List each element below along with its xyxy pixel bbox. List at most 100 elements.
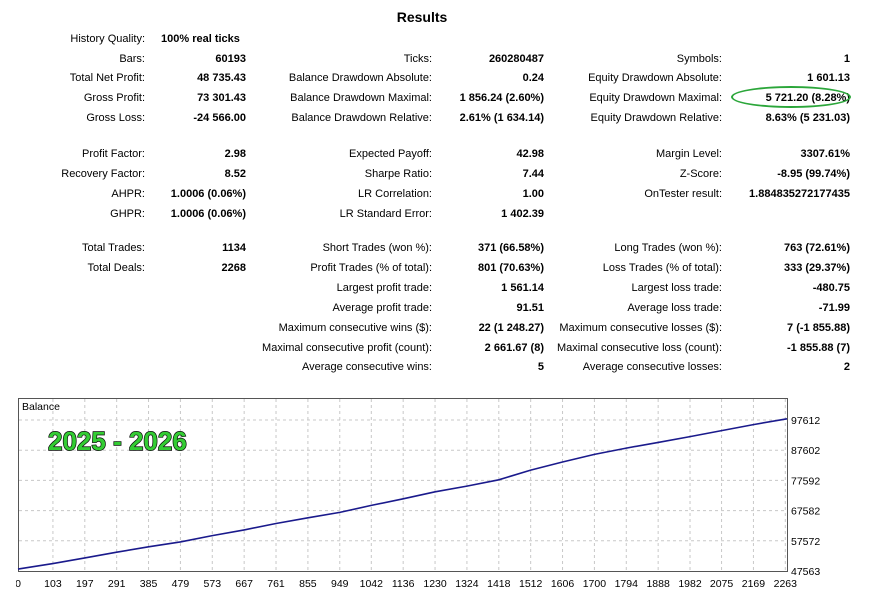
col3-value: -480.75	[812, 282, 850, 294]
col3-label: Equity Drawdown Absolute:	[588, 72, 722, 84]
col2-value: 1 561.14	[501, 282, 544, 294]
col3-value: 8.63% (5 231.03)	[765, 112, 850, 124]
y-tick-label: 97612	[791, 415, 820, 427]
balance-chart: 0 103 197 291 385 479 573 667 761 855 949 1042 1136 1…	[15, 398, 874, 600]
col3-label: Long Trades (won %):	[614, 242, 722, 254]
col1-label: Total Trades:	[82, 242, 145, 254]
col2-value: 1 856.24 (2.60%)	[459, 92, 544, 104]
col3-value: 333 (29.37%)	[783, 262, 850, 274]
col2-label: Maximum consecutive wins ($):	[278, 322, 432, 334]
col2-value: 260280487	[488, 53, 544, 65]
col1-value: 1134	[222, 242, 246, 254]
x-tick-label: 573	[204, 578, 222, 590]
col2-label: Ticks:	[403, 53, 432, 65]
x-tick-label: 1042	[360, 578, 384, 590]
y-tick-label: 87602	[791, 445, 820, 457]
col2-value: 2 661.67 (8)	[484, 342, 544, 354]
results-title: Results	[396, 9, 448, 25]
y-tick-label: 57572	[791, 536, 820, 548]
col1-value: 60193	[215, 53, 246, 65]
col2-value: 22 (1 248.27)	[478, 322, 544, 334]
col1-label: Bars:	[119, 53, 145, 65]
x-tick-label: 761	[267, 578, 285, 590]
x-tick-label: 1418	[487, 578, 511, 590]
col1-value: 8.52	[224, 168, 246, 180]
col3-label: Average consecutive losses:	[582, 361, 722, 373]
col1-value: -24 566.00	[193, 112, 246, 124]
col2-value: 7.44	[522, 168, 544, 180]
col3-label: Maximal consecutive loss (count):	[556, 342, 722, 354]
x-tick-label: 385	[140, 578, 158, 590]
history-quality-label: History Quality:	[70, 33, 145, 45]
col3-label: Largest loss trade:	[631, 282, 723, 294]
x-tick-label: 1982	[678, 578, 702, 590]
col3-value: 1	[843, 53, 850, 65]
x-tick-label: 855	[299, 578, 317, 590]
balance-chart-svg: 0 103 197 291 385 479 573 667 761 855 949 1042 1136 1…	[15, 398, 820, 590]
col2-label: Maximal consecutive profit (count):	[262, 342, 432, 354]
col1-value: 2.98	[224, 148, 246, 160]
col1-value: 1.0006 (0.06%)	[170, 208, 246, 220]
col1-label: Total Deals:	[87, 262, 145, 274]
col2-label: Largest profit trade:	[336, 282, 432, 294]
col1-label: Total Net Profit:	[69, 72, 145, 84]
col2-value: 1.00	[522, 188, 544, 200]
x-tick-label: 1230	[423, 578, 447, 590]
col1-value: 48 735.43	[197, 72, 246, 84]
col2-label: Balance Drawdown Absolute:	[288, 72, 432, 84]
y-tick-label: 67582	[791, 506, 820, 518]
col2-value: 91.51	[516, 302, 544, 314]
col3-value: 1 601.13	[807, 72, 850, 84]
x-tick-label: 479	[172, 578, 190, 590]
col3-label: Average loss trade:	[627, 302, 722, 314]
x-tick-label: 2075	[710, 578, 734, 590]
y-tick-label: 47563	[791, 566, 820, 578]
col3-label: Equity Drawdown Relative:	[590, 112, 722, 124]
history-quality-value: 100% real ticks	[161, 33, 240, 45]
col2-value: 0.24	[522, 72, 544, 84]
col3-label: Loss Trades (% of total):	[602, 262, 722, 274]
x-tick-label: 1794	[615, 578, 639, 590]
x-tick-label: 2263	[774, 578, 798, 590]
col2-label: Average consecutive wins:	[301, 361, 432, 373]
col2-label: LR Standard Error:	[339, 208, 432, 220]
col1-label: AHPR:	[111, 188, 145, 200]
x-tick-label: 2169	[742, 578, 766, 590]
col2-label: Average profit trade:	[332, 302, 432, 314]
x-tick-label: 667	[235, 578, 253, 590]
col1-label: Gross Loss:	[86, 112, 145, 124]
col2-label: Balance Drawdown Relative:	[291, 112, 432, 124]
y-tick-label: 77592	[791, 475, 820, 487]
x-tick-label: 1606	[551, 578, 575, 590]
col1-label: Gross Profit:	[83, 92, 145, 104]
col3-label: Symbols:	[676, 53, 722, 65]
col2-value: 5	[537, 361, 544, 373]
col1-label: Profit Factor:	[82, 148, 145, 160]
col2-value: 1 402.39	[501, 208, 544, 220]
col1-label: Recovery Factor:	[61, 168, 145, 180]
col2-label: Sharpe Ratio:	[364, 168, 432, 180]
col2-value: 2.61% (1 634.14)	[459, 112, 544, 124]
x-tick-label: 1700	[583, 578, 607, 590]
x-tick-label: 103	[44, 578, 62, 590]
col1-value: 2268	[221, 262, 246, 274]
col3-value: -71.99	[818, 302, 850, 314]
col3-value: 7 (-1 855.88)	[787, 322, 850, 334]
col3-label: Margin Level:	[655, 148, 722, 160]
col3-value: -8.95 (99.74%)	[777, 168, 850, 180]
col2-label: Expected Payoff:	[349, 148, 432, 160]
col2-label: LR Correlation:	[358, 188, 432, 200]
col2-value: 42.98	[516, 148, 544, 160]
x-tick-label: 0	[16, 578, 21, 590]
col3-label: Z-Score:	[679, 168, 722, 180]
col1-value: 73 301.43	[197, 92, 246, 104]
col2-label: Short Trades (won %):	[322, 242, 432, 254]
col2-value: 371 (66.58%)	[477, 242, 544, 254]
x-tick-label: 1324	[455, 578, 479, 590]
x-tick-label: 1888	[646, 578, 670, 590]
col3-label: Maximum consecutive losses ($):	[559, 322, 722, 334]
col3-value: 2	[843, 361, 850, 373]
col3-value: -1 855.88 (7)	[787, 342, 850, 354]
col2-label: Profit Trades (% of total):	[310, 262, 432, 274]
x-tick-label: 197	[76, 578, 94, 590]
